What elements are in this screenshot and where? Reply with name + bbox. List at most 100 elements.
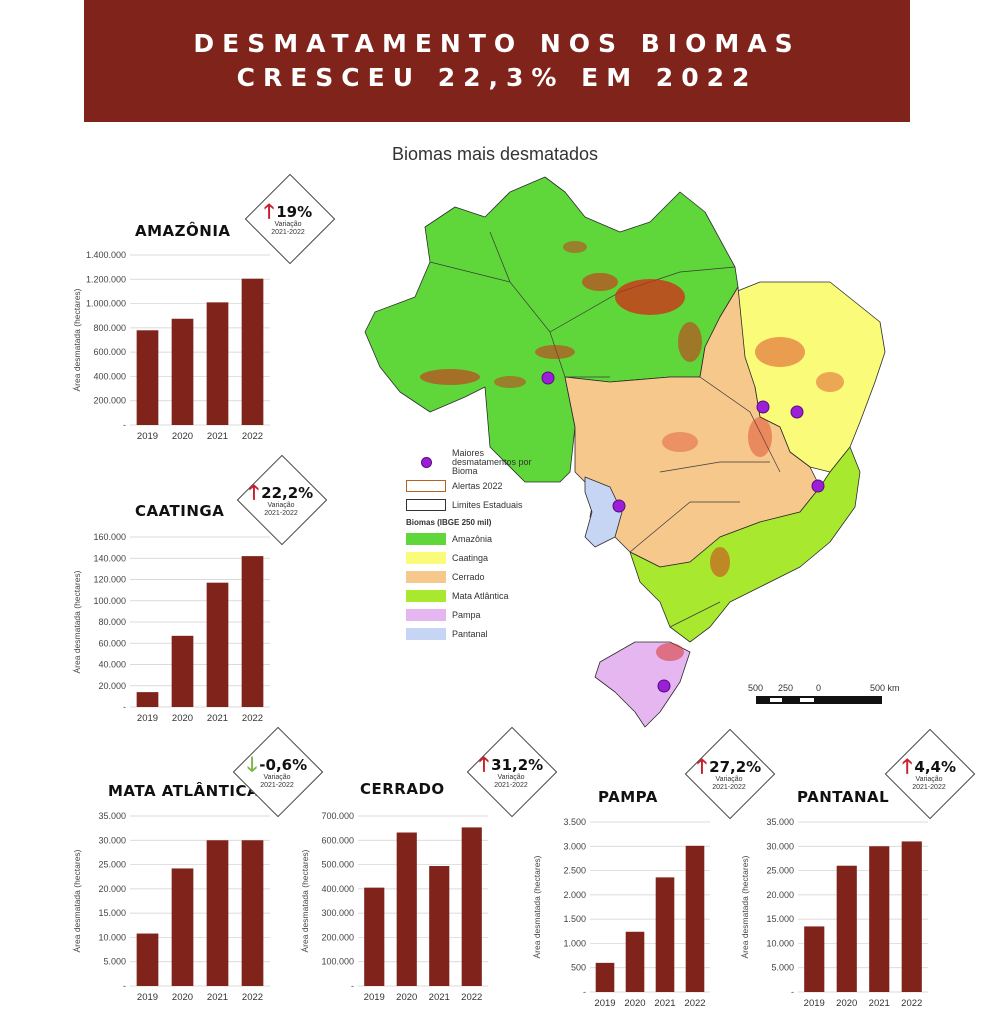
bar-2020 [171,318,194,425]
y-tick-label: 15.000 [766,914,794,924]
bar-2021 [206,840,229,986]
variation-period: 2021-2022 [260,782,294,789]
variation-label: Variação [915,776,943,783]
bar-2019 [595,962,615,992]
variation-value: 19% [276,203,313,221]
x-tick-label: 2021 [429,992,450,1003]
y-tick-label: 25.000 [98,860,126,870]
chart-cerrado: - 100.000 200.000 300.000 400.000 500.000 600.… [300,811,488,1003]
biome-pampa [594,641,691,728]
y-tick-label: 160.000 [93,532,126,542]
biome-swatch [406,551,446,564]
bar-2022 [685,845,705,992]
variation-value: 31,2% [491,756,544,774]
x-tick-label: 2019 [594,998,615,1009]
legend-limits-label: Limites Estaduais [452,499,523,510]
x-tick-label: 2019 [804,998,825,1009]
y-tick-label: 60.000 [98,638,126,648]
y-tick-label: 800.000 [93,323,126,333]
legend-alerts-label: Alertas 2022 [452,480,503,491]
bar-2020 [171,635,194,707]
chart-title-mata-atlantica: MATA ATLÂNTICA [108,782,260,800]
y-tick-label: - [123,702,126,712]
bar-2022 [461,827,482,986]
scale-label-0: 0 [816,683,822,693]
variation-label: Variação [715,776,743,783]
y-tick-label: 1.500 [563,914,586,924]
y-tick-label: - [123,981,126,991]
bar-2021 [429,866,450,986]
scale-label-500-left: 500 [748,683,764,693]
y-tick-label: 25.000 [766,866,794,876]
y-tick-label: 35.000 [766,817,794,827]
y-tick-label: 10.000 [98,932,126,942]
legend-hotspots-label: Maiores desmatamentos por Bioma [452,447,532,476]
variation-label: Variação [497,774,525,781]
title-line-2: CRESCEU 22,3% EM 2022 [236,63,758,92]
biome-swatch [406,589,446,602]
map-legend: Maiores desmatamentos por Bioma Alertas … [406,448,556,643]
y-tick-label: 500 [571,963,586,973]
y-tick-label: 700.000 [321,811,354,821]
arrow-up-icon: 🡑 [901,756,913,778]
bar-2022 [241,278,264,425]
bar-2019 [136,330,159,425]
chart-amazonia: - 200.000 400.000 600.000 800.000 1.000.000 1.… [72,250,270,442]
biome-swatch [406,570,446,583]
legend-limits: Limites Estaduais [406,495,556,514]
y-tick-label: 30.000 [98,835,126,845]
legend-biome-label: Pantanal [452,628,488,639]
variation-badge-cerrado: 🡑 31,2% Variação 2021-2022 [466,754,556,816]
y-tick-label: 3.000 [563,841,586,851]
y-tick-label: 1.000 [563,938,586,948]
legend-biomes-heading: Biomas (IBGE 250 mil) [406,518,492,527]
biome-swatch [406,532,446,545]
x-tick-label: 2019 [137,713,158,724]
chart-title-cerrado: CERRADO [360,780,445,798]
bar-2019 [804,926,825,992]
y-tick-label: 200.000 [93,396,126,406]
chart-title-pampa: PAMPA [598,788,658,806]
y-tick-label: 30.000 [766,841,794,851]
arrow-up-icon: 🡑 [478,754,490,776]
variation-value: 27,2% [709,758,762,776]
variation-period: 2021-2022 [912,784,946,791]
chart-pantanal: - 5.000 10.000 15.000 20.000 25.000 30.000 35.0… [740,817,928,1009]
y-tick-label: 600.000 [321,835,354,845]
y-tick-label: 2.500 [563,866,586,876]
arrow-down-icon: 🡓 [246,754,258,776]
bar-2020 [836,865,857,992]
variation-badge-pantanal: 🡑 4,4% Variação 2021-2022 [884,756,974,818]
variation-value: 22,2% [261,484,314,502]
bar-2020 [171,868,194,986]
bar-2021 [206,302,229,425]
x-tick-label: 2022 [461,992,482,1003]
y-tick-label: 300.000 [321,908,354,918]
scale-bar: 500 250 0 500 km [748,683,908,707]
y-tick-label: - [583,987,586,997]
y-tick-label: 400.000 [93,371,126,381]
arrow-up-icon: 🡑 [696,756,708,778]
bar-2019 [364,887,385,986]
bar-2021 [655,877,675,992]
y-tick-label: 1.000.000 [86,299,126,309]
legend-biome-item: Pampa [406,605,556,624]
bar-2019 [136,933,159,986]
hotspot-markers [541,371,825,693]
legend-biome-item: Mata Atlântica [406,586,556,605]
chart-caatinga: - 20.000 40.000 60.000 80.000 100.000 120.000 1… [72,532,270,724]
y-tick-label: 200.000 [321,932,354,942]
alerts-swatch [406,479,446,492]
variation-period: 2021-2022 [494,782,528,789]
variation-label: Variação [267,502,295,509]
bar-2020 [396,832,417,986]
y-axis-label: Área desmatada (hectares) [72,849,82,952]
title-line-1: DESMATAMENTO NOS BIOMAS [193,29,801,58]
hotspot-dot-icon [420,456,432,468]
legend-biome-label: Caatinga [452,552,489,563]
chart-title-pantanal: PANTANAL [797,788,890,806]
variation-badge-mata-atlantica: 🡓 -0,6% Variação 2021-2022 [232,754,322,816]
y-tick-label: - [351,981,354,991]
legend-alerts: Alertas 2022 [406,476,556,495]
variation-period: 2021-2022 [271,229,305,236]
